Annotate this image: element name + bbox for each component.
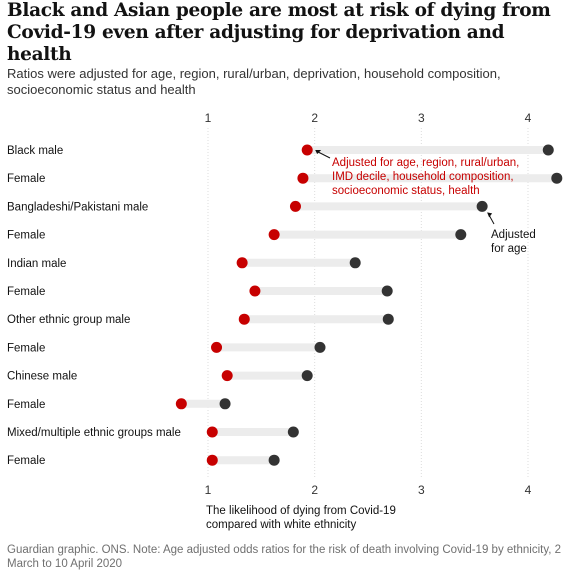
x-tick-top-3: 3 (418, 111, 425, 125)
category-label: Chinese male (7, 371, 77, 383)
fully-adjusted-point (175, 398, 187, 410)
category-label: Female (7, 173, 45, 185)
x-tick-bottom-3: 3 (418, 483, 425, 497)
category-group: Other ethnic group (7, 314, 105, 326)
category-label: Other ethnic group male (7, 314, 130, 326)
chart-title: Black and Asian people are most at risk … (7, 0, 551, 65)
x-tick-top-1: 1 (205, 111, 212, 125)
category-group: Chinese (7, 371, 52, 383)
category-sex: Female (7, 342, 45, 354)
fully-annotation-arrowhead (315, 150, 322, 154)
gridlines (207, 128, 529, 478)
category-labels: Black male Female Bangladeshi/Pakistani ma… (7, 145, 181, 467)
category-group: Bangladeshi/Pakistani (7, 201, 123, 213)
fully-adjusted-point (211, 341, 223, 353)
age-adjusted-point (551, 172, 563, 184)
category-label: Female (7, 399, 45, 411)
annotations: Adjusted for age, region, rural/urban, IM… (315, 150, 536, 255)
source-note: Guardian graphic. ONS. Note: Age adjuste… (7, 544, 562, 570)
fully-adjusted-point (297, 172, 309, 184)
age-annotation-text: for age (491, 243, 527, 255)
category-label: Female (7, 342, 45, 354)
age-annotation-text: Adjusted (491, 229, 536, 241)
age-adjusted-point (381, 285, 393, 297)
fully-annotation-text: Adjusted for age, region, rural/urban, (332, 157, 519, 169)
category-group: Indian (7, 258, 42, 270)
category-sex: male (156, 427, 181, 439)
x-tick-top-2: 2 (311, 111, 318, 125)
fully-adjusted-point (238, 313, 250, 325)
category-sex: male (52, 371, 77, 383)
age-adjusted-point (349, 257, 361, 269)
x-axis-label-line-2: compared with white ethnicity (206, 519, 356, 531)
fully-adjusted-point (301, 144, 313, 156)
x-tick-top-4: 4 (525, 111, 532, 125)
category-sex: male (123, 201, 148, 213)
category-sex: male (38, 145, 63, 157)
x-axis-top: 1 2 3 4 (205, 111, 532, 125)
fully-annotation-text: IMD decile, household composition, (332, 171, 514, 183)
category-label: Female (7, 455, 45, 467)
category-label: Bangladeshi/Pakistani male (7, 201, 148, 213)
chart-subtitle: Ratios were adjusted for age, region, ru… (7, 66, 501, 97)
category-group: Mixed/multiple ethnic groups (7, 427, 156, 439)
x-tick-bottom-4: 4 (525, 483, 532, 497)
x-axis-label-line-1: The likelihood of dying from Covid-19 (206, 505, 396, 517)
age-annotation-arrowhead (487, 212, 493, 218)
fully-adjusted-point (236, 257, 248, 269)
age-adjusted-point (542, 144, 554, 156)
category-sex: Female (7, 230, 45, 242)
category-sex: male (105, 314, 130, 326)
age-adjusted-point (219, 398, 231, 410)
x-axis-bottom: 1 2 3 4 (205, 483, 532, 497)
category-label: Female (7, 286, 45, 298)
x-tick-bottom-1: 1 (205, 483, 212, 497)
fully-adjusted-point (249, 285, 261, 297)
category-sex: male (42, 258, 67, 270)
fully-adjusted-point (221, 370, 233, 382)
fully-adjusted-point (206, 454, 218, 466)
category-sex: Female (7, 286, 45, 298)
category-sex: Female (7, 173, 45, 185)
category-label: Female (7, 230, 45, 242)
category-sex: Female (7, 455, 45, 467)
age-adjusted-point (301, 370, 313, 382)
category-label: Black male (7, 145, 63, 157)
category-sex: Female (7, 399, 45, 411)
age-adjusted-point (455, 229, 467, 241)
age-adjusted-point (287, 426, 299, 438)
fully-annotation-text: socioeconomic status, health (332, 185, 480, 197)
age-adjusted-point (314, 341, 326, 353)
fully-adjusted-point (289, 200, 301, 212)
fully-adjusted-point (268, 229, 280, 241)
age-adjusted-point (268, 454, 280, 466)
age-adjusted-point (476, 200, 488, 212)
category-label: Indian male (7, 258, 66, 270)
chart-rows (175, 144, 563, 466)
category-group: Black (7, 145, 38, 157)
x-tick-bottom-2: 2 (311, 483, 318, 497)
age-adjusted-point (382, 313, 394, 325)
fully-adjusted-point (206, 426, 218, 438)
category-label: Mixed/multiple ethnic groups male (7, 427, 181, 439)
